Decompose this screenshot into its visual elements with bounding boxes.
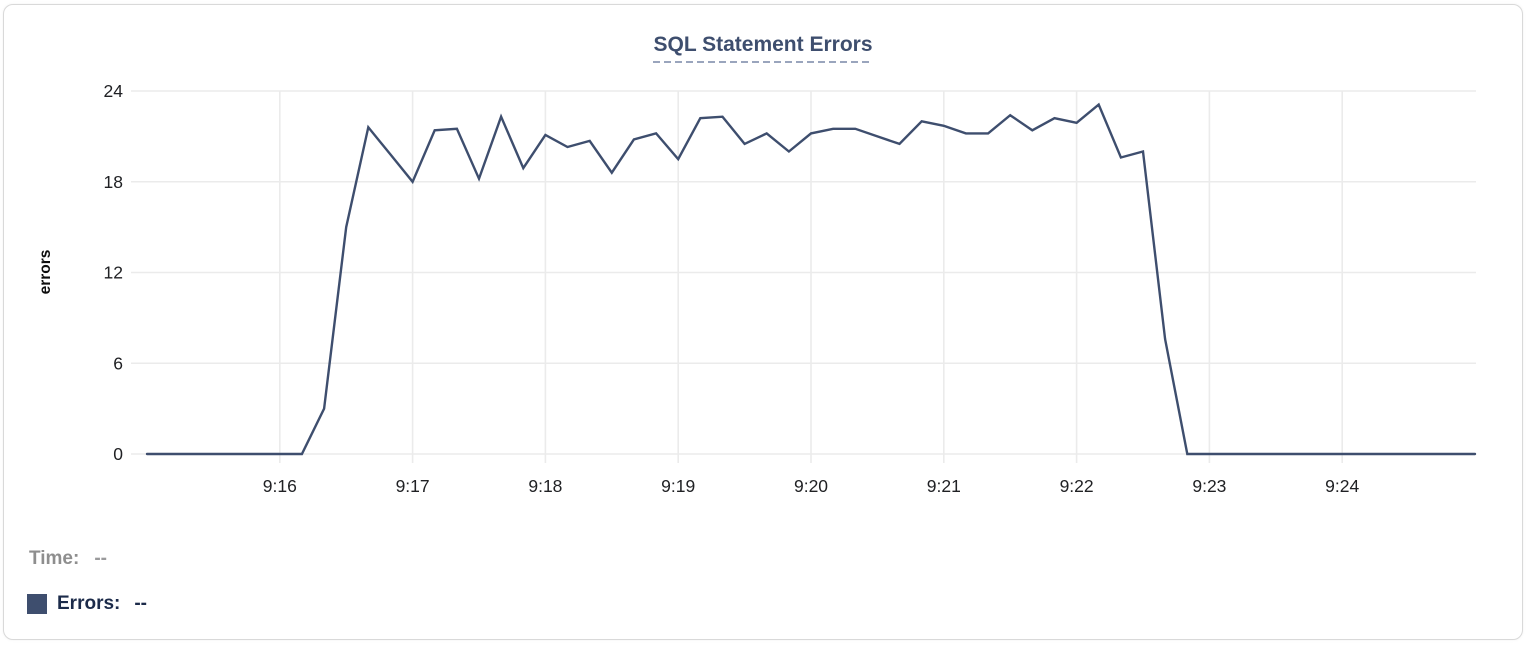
- y-tick-label: 18: [104, 172, 123, 192]
- y-tick-label: 6: [113, 353, 123, 373]
- hover-readout-time: Time: --: [29, 548, 107, 570]
- errors-series-line[interactable]: [145, 102, 1477, 456]
- x-tick-label: 9:17: [396, 476, 430, 496]
- line-chart[interactable]: 0 6 12 18 24 9:16 9:17 9:18 9:19 9:20 9:21 9:22 9:23…: [4, 5, 1528, 517]
- errors-label: Errors:: [57, 593, 121, 614]
- chart-card: SQL Statement Errors 0 6 12 18 24 9:16 9:17 9:1…: [3, 4, 1523, 640]
- chart-header: SQL Statement Errors: [4, 33, 1522, 63]
- x-tick-label: 9:18: [528, 476, 562, 496]
- x-tick-label: 9:20: [794, 476, 828, 496]
- hover-readout-errors: Errors: --: [27, 593, 147, 615]
- x-tick-label: 9:21: [927, 476, 961, 496]
- y-tick-label: 12: [104, 263, 123, 283]
- x-tick-label: 9:22: [1060, 476, 1094, 496]
- x-tick-label: 9:16: [263, 476, 297, 496]
- x-tick-label: 9:19: [661, 476, 695, 496]
- time-value: --: [94, 548, 107, 569]
- time-label: Time:: [29, 548, 80, 569]
- errors-value: --: [134, 593, 148, 614]
- y-axis-label: errors: [37, 250, 54, 295]
- gridlines: [131, 90, 1476, 463]
- x-tick-label: 9:23: [1192, 476, 1226, 496]
- y-tick-label: 0: [113, 444, 123, 464]
- x-tick-label: 9:24: [1325, 476, 1359, 496]
- y-tick-label: 24: [104, 81, 124, 101]
- chart-title[interactable]: SQL Statement Errors: [653, 33, 873, 63]
- errors-legend-swatch: [27, 594, 47, 614]
- axis-tick-labels: 0 6 12 18 24 9:16 9:17 9:18 9:19 9:20 9:21 9:22 9:23…: [104, 81, 1360, 496]
